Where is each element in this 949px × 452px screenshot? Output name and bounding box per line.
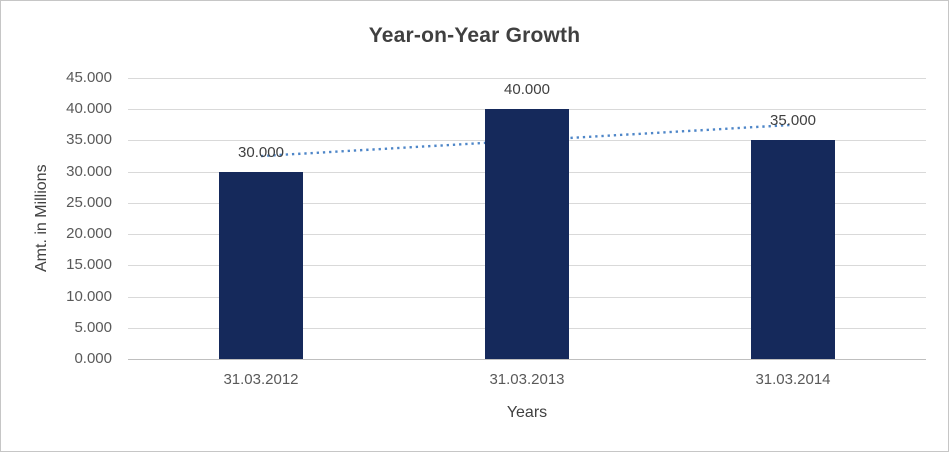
x-tick-label: 31.03.2014 [755,371,831,388]
chart-title: Year-on-Year Growth [368,24,581,47]
y-tick-label: 45.000 [66,69,112,86]
bar-value-label: 35.000 [770,112,816,129]
y-tick-label: 35.000 [66,131,112,148]
bar-31.03.2012 [219,172,303,359]
y-tick-label: 15.000 [66,256,112,273]
bar-31.03.2013 [485,109,569,359]
trendline [260,123,794,158]
y-axis-title: Amt. in Millions [33,164,50,273]
gridline [128,78,926,79]
x-tick-label: 31.03.2012 [223,371,299,388]
axis-baseline [128,359,926,360]
y-tick-label: 40.000 [66,100,112,117]
bar-value-label: 30.000 [238,144,284,161]
y-tick-label: 0.000 [74,350,112,367]
x-axis-title: Years [506,404,548,421]
y-tick-label: 30.000 [66,163,112,180]
x-tick-label: 31.03.2013 [489,371,565,388]
y-tick-label: 25.000 [66,194,112,211]
bar-value-label: 40.000 [504,81,550,98]
bar-31.03.2014 [751,140,835,359]
y-tick-label: 5.000 [74,319,112,336]
y-tick-label: 20.000 [66,225,112,242]
plot-area: 30.000 40.000 35.000 [128,78,926,360]
y-tick-label: 10.000 [66,288,112,305]
